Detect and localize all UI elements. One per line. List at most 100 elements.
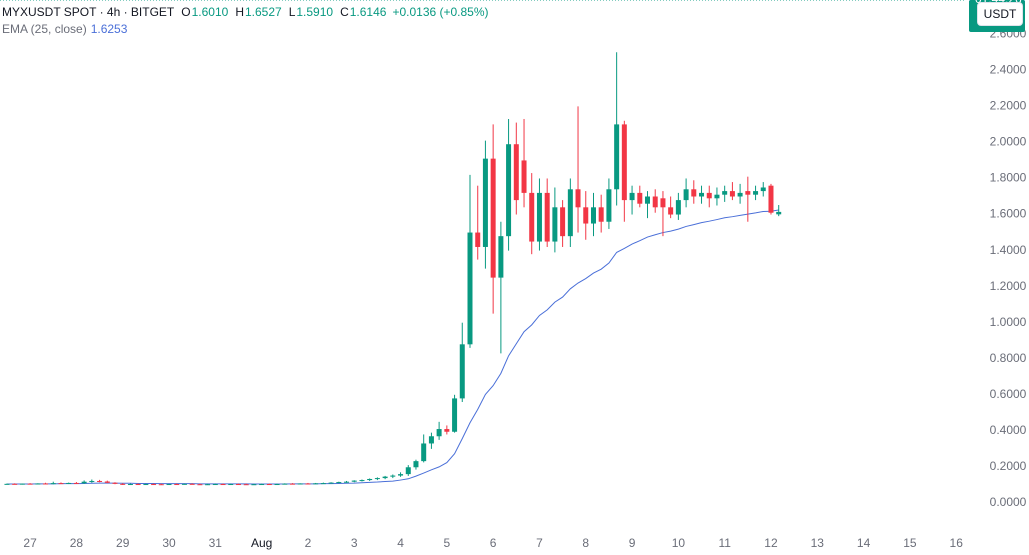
x-tick-label: 8: [582, 536, 589, 550]
x-tick-label: 13: [811, 536, 825, 550]
candle-body: [498, 236, 504, 278]
candle-body: [89, 480, 95, 482]
ohlc-key: O: [181, 5, 191, 19]
y-tick-label: 1.0000: [990, 315, 1027, 329]
x-tick-label: 5: [444, 536, 451, 550]
candle-body: [235, 484, 241, 486]
candle-body: [529, 192, 535, 242]
candle-body: [637, 192, 643, 204]
candle-body: [336, 482, 342, 484]
candle-body: [567, 189, 573, 237]
x-tick-label: 10: [672, 536, 686, 550]
candle-body: [73, 482, 79, 484]
candle-body: [768, 185, 774, 213]
y-tick-label: 0.2000: [990, 459, 1027, 473]
candle-body: [644, 196, 650, 204]
candle-body: [405, 467, 411, 475]
x-tick-label: 9: [629, 536, 636, 550]
candle-body: [104, 481, 110, 483]
x-tick-label: 28: [70, 536, 84, 550]
candle-body: [436, 429, 442, 437]
candle-body: [259, 484, 265, 486]
candle-body: [50, 483, 56, 485]
candle-body: [27, 483, 33, 485]
candle-body: [320, 483, 326, 485]
candle-body: [382, 476, 388, 479]
candle-body: [459, 344, 465, 399]
candle-body: [212, 484, 218, 486]
candle-body: [359, 480, 365, 482]
ohlc-key: H: [235, 5, 244, 19]
ohlc-key: L: [288, 5, 296, 19]
candle-body: [181, 483, 187, 485]
candle-body: [536, 192, 542, 242]
x-tick-label: 4: [397, 536, 404, 550]
x-tick-label: 12: [764, 536, 778, 550]
candle-body: [4, 483, 10, 485]
candle-body: [266, 484, 272, 486]
candle-body: [590, 207, 596, 224]
indicator-value: 1.6253: [90, 22, 128, 36]
candle-body: [166, 484, 172, 486]
x-tick-label: 27: [23, 536, 37, 550]
candle-body: [753, 191, 759, 195]
y-tick-label: 0.4000: [990, 423, 1027, 437]
candle-body: [521, 160, 527, 193]
candle-body: [127, 484, 133, 486]
x-tick-label: 31: [209, 536, 223, 550]
candle-body: [12, 483, 18, 485]
candle-body: [58, 483, 64, 485]
candle-body: [467, 232, 473, 345]
candle-body: [97, 480, 103, 482]
candle-body: [760, 187, 766, 192]
y-tick-label: 0.6000: [990, 387, 1027, 401]
candle-body: [243, 484, 249, 486]
y-tick-label: 1.4000: [990, 243, 1027, 257]
x-tick-label: 29: [116, 536, 130, 550]
candle-body: [544, 192, 550, 242]
candle-body: [729, 191, 735, 197]
candle-body: [421, 443, 427, 462]
candle-body: [174, 484, 180, 486]
candle-body: [706, 192, 712, 199]
candle-body: [274, 484, 280, 486]
y-tick-label: 0.8000: [990, 351, 1027, 365]
candle-body: [413, 461, 419, 468]
candle-body: [714, 194, 720, 199]
candle-body: [722, 191, 728, 195]
candle-body: [513, 144, 519, 201]
candle-body: [313, 483, 319, 485]
ohlc-value: 1.5910: [296, 5, 334, 19]
candle-body: [374, 478, 380, 480]
y-tick-label: 2.2000: [990, 99, 1027, 113]
candle-body: [19, 483, 25, 485]
candle-body: [660, 198, 666, 208]
candle-body: [398, 474, 404, 476]
candle-body: [351, 480, 357, 482]
currency-button[interactable]: USDT: [977, 2, 1023, 26]
ohlc-value: 1.6010: [191, 5, 229, 19]
legend: MYXUSDT SPOT · 4h · BITGET O 1.6010 H 1.652…: [2, 4, 489, 38]
x-tick-label: 7: [536, 536, 543, 550]
candle-body: [151, 484, 157, 486]
candle-body: [552, 207, 558, 242]
candle-body: [220, 484, 226, 486]
y-tick-label: 1.2000: [990, 279, 1027, 293]
candle-body: [583, 207, 589, 224]
indicator-name: EMA (25, close): [2, 22, 87, 36]
x-tick-label: 11: [718, 536, 731, 550]
candle-body: [367, 478, 373, 481]
candle-body: [205, 484, 211, 486]
candle-body: [560, 207, 566, 237]
ohlc-value: 1.6527: [244, 5, 282, 19]
candle-body: [81, 481, 87, 484]
candle-body: [475, 232, 481, 247]
symbol-row: MYXUSDT SPOT · 4h · BITGET O 1.6010 H 1.652…: [2, 4, 489, 21]
x-tick-label: 16: [950, 536, 964, 550]
y-tick-label: 2.0000: [990, 135, 1027, 149]
candle-body: [629, 192, 635, 201]
candle-body: [691, 189, 697, 197]
candle-body: [606, 189, 612, 222]
candle-body: [305, 483, 311, 485]
